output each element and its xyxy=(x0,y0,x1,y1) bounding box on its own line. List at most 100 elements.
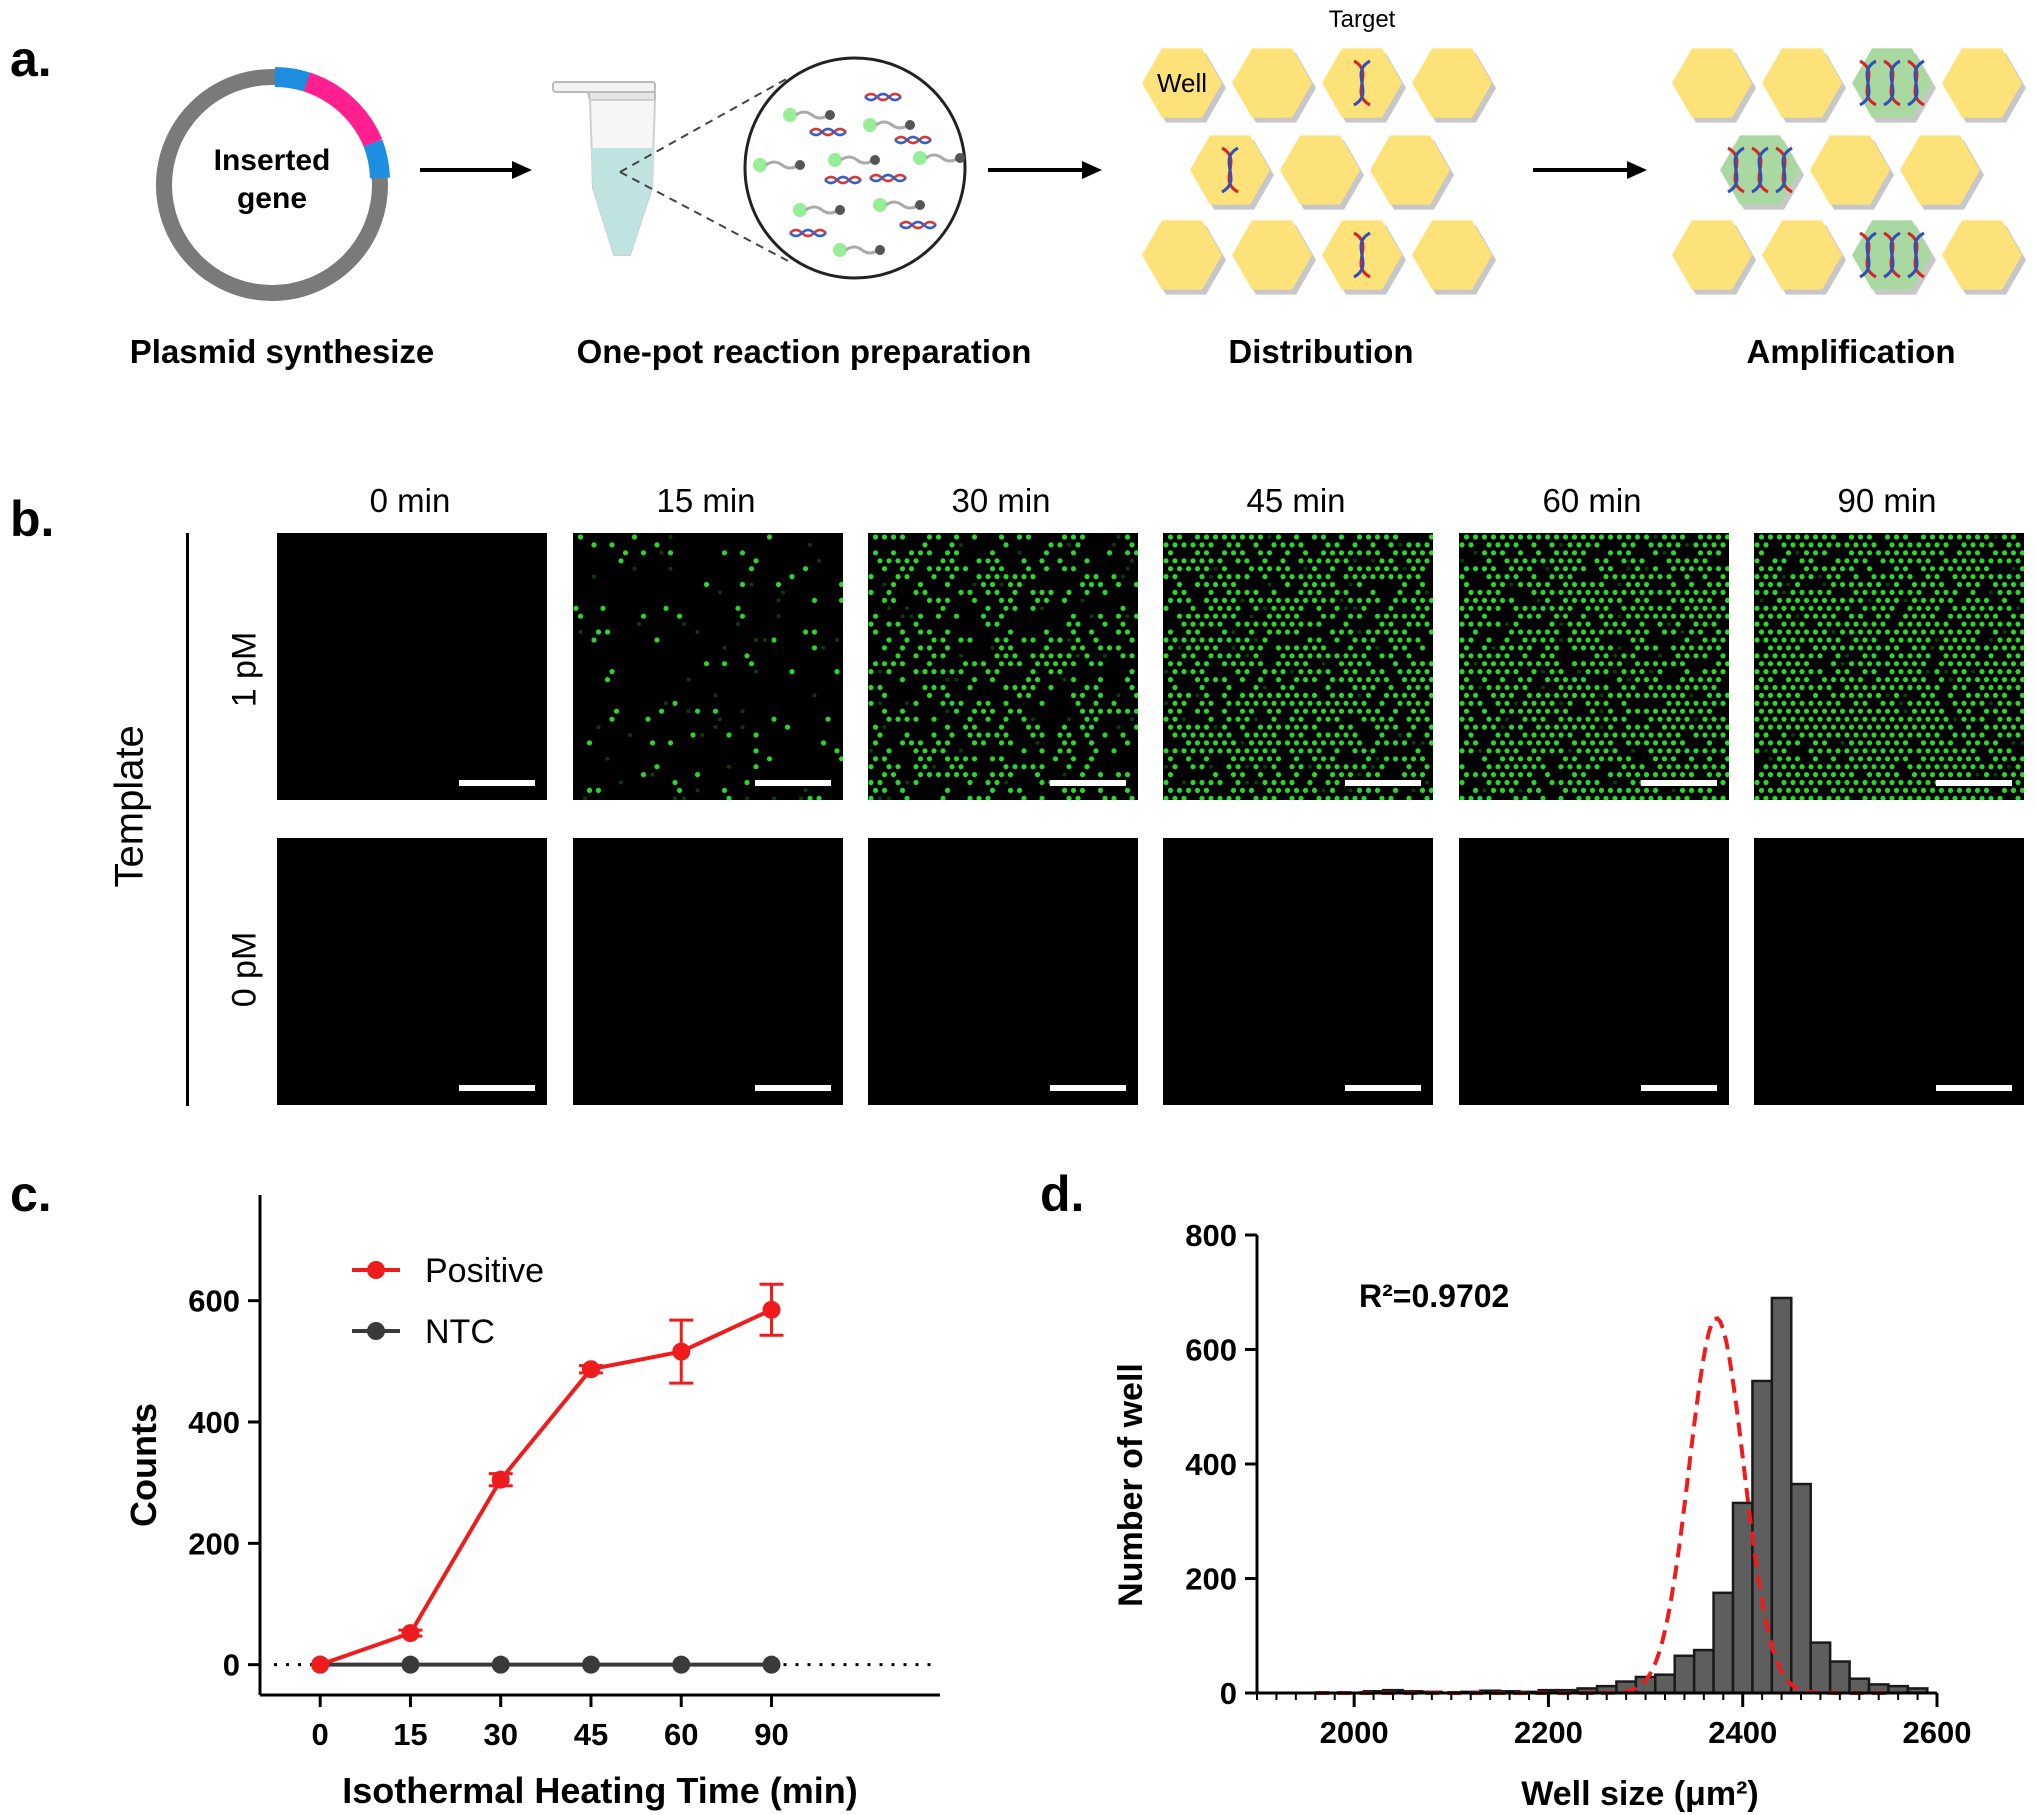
target-label: Target xyxy=(1329,6,1396,33)
empty-well xyxy=(1280,135,1360,205)
template-group-label: Template xyxy=(107,725,152,888)
histogram-bar xyxy=(1790,1482,1812,1695)
chart-c-legend: Positive NTC xyxy=(352,1252,544,1351)
scale-bar xyxy=(1936,780,2012,786)
time-label-90: 90 min xyxy=(1837,482,1937,519)
micrograph-1pM-t4 xyxy=(1459,533,1729,800)
arrow-1 xyxy=(420,161,532,179)
template-bracket-line xyxy=(186,533,189,1106)
probe-molecule xyxy=(863,118,915,132)
micrograph-0pM-t3 xyxy=(1163,838,1433,1105)
chart-c-point-ntc xyxy=(401,1655,420,1674)
empty-well xyxy=(1142,220,1222,290)
chart-c-xtick-label: 15 xyxy=(393,1717,427,1752)
probe-molecule xyxy=(753,158,805,172)
empty-well xyxy=(1672,48,1752,118)
empty-well xyxy=(1412,220,1492,290)
chart-c-ytick-label: 0 xyxy=(223,1648,240,1683)
empty-well xyxy=(1762,48,1842,118)
chart-d-xtick-label: 2600 xyxy=(1903,1715,1972,1750)
scale-bar xyxy=(1345,780,1421,786)
chart-c-xtick-label: 0 xyxy=(312,1717,329,1752)
well-label: Well xyxy=(1157,68,1207,98)
chart-c-ytick-label: 600 xyxy=(188,1284,240,1319)
probe-molecule xyxy=(793,203,845,217)
scale-bar xyxy=(459,780,535,786)
dsdna-molecule xyxy=(899,220,937,230)
chart-c-ylabel: Counts xyxy=(123,1403,164,1527)
reaction-mix-zoom xyxy=(743,56,967,280)
empty-well xyxy=(1942,48,2022,118)
panel-b-letter: b. xyxy=(10,491,55,547)
empty-well xyxy=(1370,135,1450,205)
chart-c-point-positive xyxy=(762,1300,781,1319)
target-dna-icon xyxy=(1859,59,1925,107)
histogram-bar xyxy=(1828,1660,1851,1695)
chart-c-point-positive xyxy=(581,1360,600,1379)
chart-d-ytick-label: 400 xyxy=(1185,1447,1237,1482)
probe-molecule xyxy=(913,151,965,165)
micrograph-1pM-t3 xyxy=(1163,533,1433,800)
target-dna-icon xyxy=(1859,231,1925,279)
reaction-tube xyxy=(552,81,657,256)
chart-d-ylabel: Number of well xyxy=(1112,1363,1150,1607)
scale-bar xyxy=(1345,1085,1421,1091)
chart-c-xtick-label: 90 xyxy=(754,1717,788,1752)
dsdna-molecule xyxy=(864,92,902,102)
time-label-0: 0 min xyxy=(369,482,451,519)
micrograph-1pM-t1 xyxy=(573,533,843,800)
micrograph-1pM-t0 xyxy=(277,533,547,800)
chart-d-xlabel: Well size (μm²) xyxy=(1521,1775,1758,1813)
empty-well xyxy=(1412,48,1492,118)
chart-c-point-positive xyxy=(491,1470,510,1489)
chart-c-point-ntc xyxy=(762,1655,781,1674)
histogram-bar xyxy=(1848,1677,1871,1695)
histogram-bar xyxy=(1731,1501,1754,1695)
histogram-bar xyxy=(1809,1641,1832,1695)
panel-d-letter: d. xyxy=(1040,1166,1085,1222)
micrograph-0pM-t1 xyxy=(573,838,843,1105)
chart-c-counts-vs-time: Counts Isothermal Heating Time (min) Pos… xyxy=(123,1195,940,1811)
chart-c-point-positive xyxy=(672,1342,691,1361)
dsdna-molecule xyxy=(824,175,862,185)
micrograph-1pM-t5 xyxy=(1754,533,2024,800)
step-plasmid-synthesize: Plasmid synthesize xyxy=(129,333,435,370)
empty-well xyxy=(1900,135,1980,205)
empty-well xyxy=(1762,220,1842,290)
empty-well xyxy=(1942,220,2022,290)
histogram-bar xyxy=(1654,1673,1676,1695)
empty-well xyxy=(1672,220,1752,290)
histogram-bar xyxy=(1673,1654,1696,1695)
histogram-bar xyxy=(1692,1648,1715,1695)
chart-c-xtick-label: 30 xyxy=(483,1717,517,1752)
well-arrays xyxy=(1142,48,2026,295)
chart-d-well-size-histogram: Number of well Well size (μm²) R²=0.9702… xyxy=(1112,1218,1972,1813)
time-label-15: 15 min xyxy=(656,482,756,519)
scale-bar xyxy=(1641,780,1717,786)
chart-c-xtick-label: 45 xyxy=(574,1717,608,1752)
chart-c-ytick-label: 200 xyxy=(188,1526,240,1561)
chart-c-xtick-label: 60 xyxy=(664,1717,698,1752)
empty-well xyxy=(1232,220,1312,290)
micrograph-0pM-t0 xyxy=(277,838,547,1105)
step-one-pot-reaction: One-pot reaction preparation xyxy=(576,333,1032,370)
chart-c-point-ntc xyxy=(491,1655,510,1674)
chart-d-ytick-label: 800 xyxy=(1185,1218,1237,1253)
chart-d-r2-annotation: R²=0.9702 xyxy=(1359,1278,1509,1314)
micrograph-0pM-t2 xyxy=(868,838,1138,1105)
dsdna-molecule xyxy=(894,135,932,145)
chart-d-xtick-label: 2200 xyxy=(1514,1715,1583,1750)
step-amplification: Amplification xyxy=(1746,333,1956,370)
scale-bar xyxy=(1936,1085,2012,1091)
target-dna-icon xyxy=(1221,146,1239,194)
plasmid-text-line1: Inserted xyxy=(214,144,331,177)
probe-molecule xyxy=(783,108,835,122)
chart-c-series-line-positive xyxy=(319,1307,773,1667)
dsdna-molecule xyxy=(789,228,827,238)
arrow-3 xyxy=(1533,161,1647,179)
probe-molecule xyxy=(873,198,925,212)
empty-well xyxy=(1232,48,1312,118)
scale-bar xyxy=(755,780,831,786)
micrograph-0pM-t4 xyxy=(1459,838,1729,1105)
scale-bar xyxy=(1050,780,1126,786)
